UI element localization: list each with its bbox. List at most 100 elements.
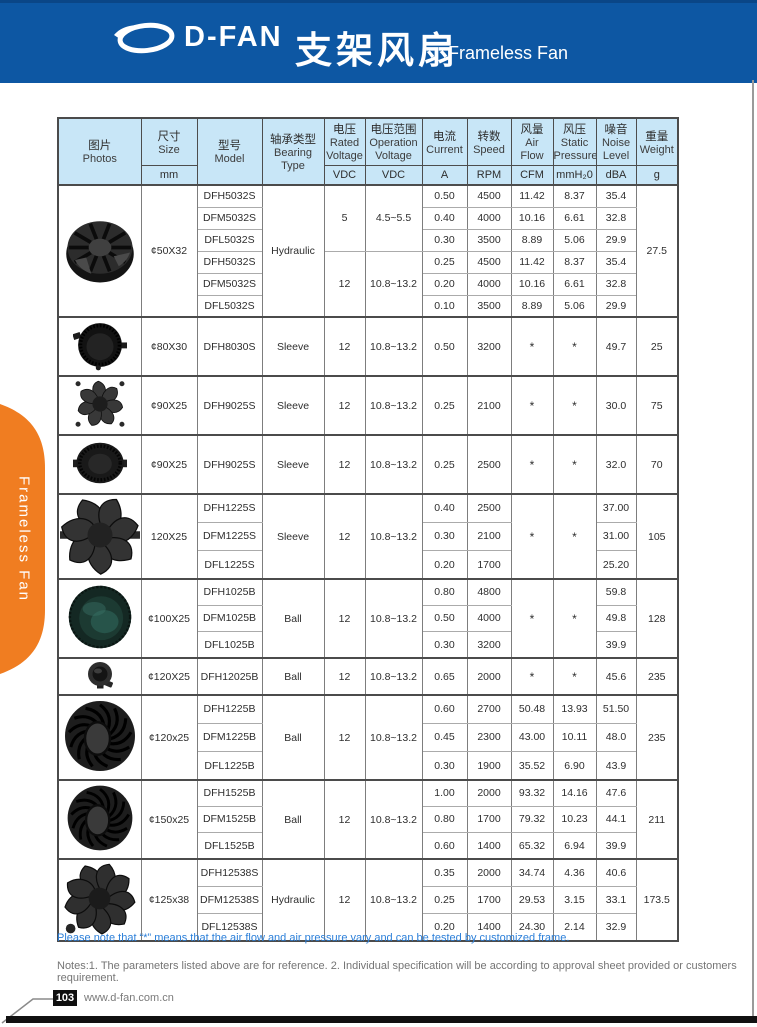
cell-model: DFL12538S	[196, 913, 263, 942]
cell-current: 0.30	[421, 228, 468, 252]
cell-model: DFM1525B	[196, 805, 263, 834]
cell-speed: 2300	[466, 722, 512, 753]
cell-model: DFM12538S	[196, 885, 263, 915]
cell-speed: 1400	[466, 913, 512, 942]
cell-rated-voltage: 12	[323, 657, 366, 696]
cell-model: DFM1225S	[196, 521, 263, 552]
cell-noise: 30.0	[595, 375, 637, 436]
cell-current: 0.25	[421, 250, 468, 274]
cell-air-flow: *	[510, 375, 554, 436]
cell-speed: 4000	[466, 206, 512, 230]
cell-speed: 2000	[466, 857, 512, 887]
cell-model: DFL1225S	[196, 550, 263, 580]
table-row: DFM5032S 0.40 4000 10.16 6.61 32.8	[58, 206, 678, 230]
cell-weight: 211	[635, 779, 679, 860]
cell-air-flow: 29.53	[510, 885, 554, 915]
cell-voltage-range: 10.8~13.2	[364, 779, 423, 860]
table-row: ¢120X25 DFH12025B Ball 12 10.8~13.2 0.65 2000 *…	[57, 657, 679, 696]
cell-static-pressure: 10.11	[552, 722, 597, 753]
cell-air-flow: *	[510, 657, 554, 696]
cell-static-pressure: 8.37	[552, 250, 597, 274]
cell-static-pressure: 6.61	[552, 272, 597, 296]
cell-static-pressure: 6.90	[552, 751, 597, 781]
cell-model: DFH5032S	[196, 250, 263, 274]
page-title-english: Frameless Fan	[448, 43, 569, 63]
cell-speed: 4500	[466, 184, 512, 208]
bottom-black-bar	[6, 1016, 757, 1023]
table-row: ¢80X30 DFH8030S Sleeve 12 10.8~13.2 0.50 3200 *…	[57, 316, 679, 377]
logo-swirl-icon	[114, 22, 175, 54]
cell-air-flow: 93.32	[510, 778, 554, 807]
cell-noise: 25.20	[595, 550, 637, 580]
cell-photo	[57, 184, 142, 318]
header-cell-operation-voltage: 电压范围 Operation Voltage	[364, 117, 423, 166]
cell-static-pressure: 13.93	[552, 693, 597, 724]
prop9-fan-photo	[64, 863, 136, 935]
cell-speed: 3200	[466, 316, 512, 377]
cell-static-pressure: 8.37	[552, 184, 597, 208]
header-cell-weight: 重量 Weight	[635, 117, 679, 166]
cell-noise: 40.6	[595, 857, 637, 887]
unit-cell: dBA	[595, 165, 637, 186]
cell-voltage-range: 10.8~13.2	[364, 493, 423, 580]
cell-current: 0.80	[421, 805, 468, 834]
cell-speed: 4800	[466, 577, 512, 606]
cell-noise: 59.8	[595, 577, 637, 606]
cell-size: ¢125x38	[140, 858, 198, 942]
cell-bearing: Ball	[261, 578, 325, 659]
cell-model: DFH12538S	[196, 857, 263, 887]
cell-current: 0.40	[421, 206, 468, 230]
cell-speed: 2000	[466, 657, 512, 696]
table-row: ¢90X25 DFH9025S Sleeve 12 10.8~13.2 0.25 2500 *…	[57, 434, 679, 495]
cell-current: 0.20	[421, 272, 468, 296]
cell-photo	[57, 434, 142, 495]
table-header-row: 图片 Photos 尺寸 Size 型号 Model 轴承类型 Bearing Type 电压 R…	[57, 117, 679, 186]
cell-static-pressure: *	[552, 375, 597, 436]
table-row: DFL5032S 0.30 3500 8.89 5.06 29.9	[58, 228, 678, 252]
cell-photo	[57, 657, 142, 696]
cell-speed: 4500	[466, 250, 512, 274]
cell-voltage-range: 10.8~13.2	[364, 694, 423, 781]
cell-noise: 44.1	[595, 805, 637, 834]
cell-speed: 1900	[466, 751, 512, 781]
cell-bearing: Ball	[261, 657, 325, 696]
cell-air-flow: *	[510, 434, 554, 495]
cell-bearing: Sleeve	[261, 375, 325, 436]
page-number-badge: 103	[53, 990, 77, 1006]
cell-voltage-range: 10.8~13.2	[364, 250, 423, 318]
cell-model: DFH12025B	[196, 657, 263, 696]
asterisk-footnote: Please note that “*” means that the air …	[57, 932, 570, 944]
cell-air-flow: 35.52	[510, 751, 554, 781]
cell-rated-voltage: 12	[323, 375, 366, 436]
cell-noise: 39.9	[595, 832, 637, 860]
cell-model: DFL1225B	[196, 751, 263, 781]
cell-air-flow: 8.89	[510, 294, 554, 318]
cell-size: ¢90X25	[140, 375, 198, 436]
cell-noise: 51.50	[595, 693, 637, 724]
table-row: ¢150x25 DFH1525B Ball 12 10.8~13.2 1.00 2000 93…	[57, 778, 679, 860]
cell-model: DFL1025B	[196, 631, 263, 659]
cell-model: DFH1225S	[196, 492, 263, 523]
cell-air-flow: *	[510, 578, 554, 659]
cell-speed: 2100	[466, 521, 512, 552]
cell-weight: 128	[635, 578, 679, 659]
corner-rule-line	[1, 998, 53, 1024]
cell-model: DFH5032S	[196, 184, 263, 208]
cell-current: 0.80	[421, 577, 468, 606]
unit-cell: g	[635, 165, 679, 186]
cell-noise: 31.00	[595, 521, 637, 552]
cell-static-pressure: 6.61	[552, 206, 597, 230]
cell-noise: 49.7	[595, 316, 637, 377]
cell-noise: 43.9	[595, 751, 637, 781]
cell-rated-voltage: 12	[323, 434, 366, 495]
cell-model: DFM1025B	[196, 604, 263, 633]
cell-model: DFH9025S	[196, 375, 263, 436]
unit-cell: mm	[140, 165, 198, 186]
cell-photo	[57, 316, 142, 377]
header-cell-bearing-type: 轴承类型 Bearing Type	[261, 117, 325, 186]
cell-photo	[57, 858, 142, 942]
cell-static-pressure: 3.15	[552, 885, 597, 915]
side-tab-shape	[0, 404, 45, 674]
cell-speed: 2000	[466, 778, 512, 807]
